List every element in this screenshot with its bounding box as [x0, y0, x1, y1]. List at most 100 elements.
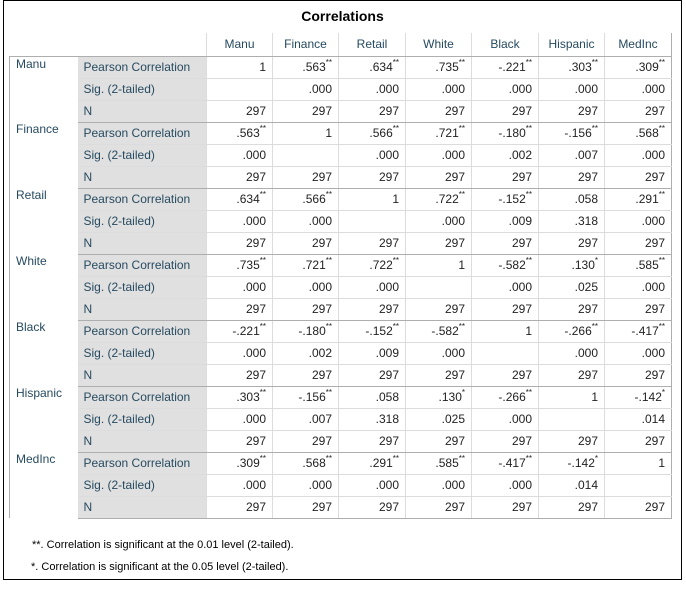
- table-row: Sig. (2-tailed) .000.000.000.000.000.014: [10, 474, 672, 497]
- sig-cell: .000: [206, 210, 273, 233]
- stat-label: Pearson Correlation: [77, 320, 207, 343]
- table-row: Sig. (2-tailed) .000.007.318.025.000.014: [10, 408, 672, 431]
- correlation-value: 1: [259, 60, 266, 74]
- n-cell: 297: [206, 232, 273, 255]
- stat-label: Sig. (2-tailed): [77, 78, 207, 101]
- correlation-value: -.221: [498, 60, 526, 74]
- n-cell: 297: [405, 430, 472, 453]
- row-variable-label: Hispanic: [9, 386, 78, 452]
- significance-marker: **: [658, 256, 665, 265]
- pearson-cell: 1: [405, 254, 472, 277]
- n-cell: 297: [604, 166, 672, 189]
- pearson-cell: .566**: [272, 188, 339, 211]
- sig-cell: .000: [272, 474, 339, 497]
- pearson-cell: .721**: [272, 254, 339, 277]
- sig-cell: .014: [538, 474, 605, 497]
- table-row: Retail Pearson Correlation .634** .566** 1.7…: [9, 188, 672, 254]
- pearson-cell: 1: [272, 122, 339, 145]
- pearson-cell: .585**: [405, 452, 472, 475]
- significance-marker: **: [458, 454, 465, 463]
- stat-label: Pearson Correlation: [77, 56, 207, 79]
- significance-marker: **: [392, 58, 399, 67]
- significance-marker: **: [658, 124, 665, 133]
- n-cell: 297: [604, 496, 672, 519]
- sig-cell: .009: [471, 210, 539, 233]
- significance-marker: **: [259, 256, 266, 265]
- stat-label: N: [77, 496, 207, 519]
- stat-label: Sig. (2-tailed): [77, 342, 207, 365]
- correlation-value: .309: [236, 456, 260, 470]
- stat-label: Pearson Correlation: [77, 386, 207, 409]
- pearson-cell: -.417**: [471, 452, 539, 475]
- n-cell: 297: [538, 496, 605, 519]
- n-cell: 297: [538, 232, 605, 255]
- sig-cell: .000: [338, 78, 406, 101]
- significance-marker: **: [259, 124, 266, 133]
- significance-marker: **: [525, 190, 532, 199]
- n-cell: 297: [538, 166, 605, 189]
- n-cell: 297: [206, 364, 273, 387]
- sig-cell: .025: [538, 276, 605, 299]
- table-row: Sig. (2-tailed) .000.000.000.000.025.000: [10, 276, 672, 299]
- correlation-value: .566: [369, 126, 393, 140]
- pearson-cell: -.180**: [471, 122, 539, 145]
- significance-marker: **: [458, 322, 465, 331]
- correlation-value: .568: [635, 126, 659, 140]
- stat-label: N: [77, 430, 207, 453]
- significance-marker: **: [458, 58, 465, 67]
- pearson-cell: 1: [206, 56, 273, 79]
- correlation-value: .303: [236, 390, 260, 404]
- sig-cell: .000: [338, 144, 406, 167]
- n-cell: 297: [272, 166, 339, 189]
- table-title: Correlations: [301, 8, 384, 24]
- n-cell: 297: [206, 100, 273, 123]
- row-variable-label: Retail: [9, 188, 78, 254]
- correlation-value: .722: [369, 258, 393, 272]
- sig-cell: [338, 210, 406, 233]
- correlation-value: .563: [302, 60, 326, 74]
- correlation-value: -.180: [498, 126, 526, 140]
- pearson-cell: -.266**: [471, 386, 539, 409]
- n-cell: 297: [405, 496, 472, 519]
- sig-cell: .318: [538, 210, 605, 233]
- significance-marker: **: [525, 58, 532, 67]
- pearson-cell: .735**: [405, 56, 472, 79]
- sig-cell: [471, 342, 539, 365]
- pearson-cell: .309**: [604, 56, 672, 79]
- sig-cell: .000: [604, 276, 672, 299]
- stat-label: Sig. (2-tailed): [77, 474, 207, 497]
- pearson-cell: .058: [538, 188, 605, 211]
- correlation-value: -.417: [631, 324, 659, 338]
- significance-marker: **: [259, 190, 266, 199]
- sig-cell: .000: [405, 474, 472, 497]
- stat-label: Sig. (2-tailed): [77, 144, 207, 167]
- pearson-cell: .721**: [405, 122, 472, 145]
- sig-cell: [206, 78, 273, 101]
- significance-marker: *: [594, 454, 598, 463]
- sig-cell: .000: [206, 408, 273, 431]
- table-row: N 297 297 297 297 297 297 297: [10, 100, 672, 123]
- pearson-cell: .722**: [405, 188, 472, 211]
- sig-cell: .318: [338, 408, 406, 431]
- table-row: Manu Pearson Correlation 1.563** .634** .735…: [9, 56, 672, 122]
- significance-marker: **: [325, 454, 332, 463]
- significance-marker: *: [594, 256, 598, 265]
- n-cell: 297: [272, 100, 339, 123]
- table-row: Sig. (2-tailed) .000.002.009.000.000.000: [10, 342, 672, 365]
- correlation-value: .291: [635, 192, 659, 206]
- sig-cell: .000: [206, 276, 273, 299]
- pearson-cell: .563**: [272, 56, 339, 79]
- stat-label: Pearson Correlation: [77, 452, 207, 475]
- col-header: White: [405, 33, 472, 57]
- significance-marker: **: [392, 124, 399, 133]
- table-row: MedInc Pearson Correlation .309** .568** .29…: [9, 452, 672, 518]
- stat-label: N: [77, 364, 207, 387]
- pearson-cell: .058: [338, 386, 406, 409]
- pearson-cell: .634**: [206, 188, 273, 211]
- sig-cell: .000: [471, 276, 539, 299]
- correlation-value: 1: [591, 390, 598, 404]
- header-blank: [77, 33, 207, 57]
- sig-cell: .000: [206, 144, 273, 167]
- correlation-value: .568: [302, 456, 326, 470]
- n-cell: 297: [538, 298, 605, 321]
